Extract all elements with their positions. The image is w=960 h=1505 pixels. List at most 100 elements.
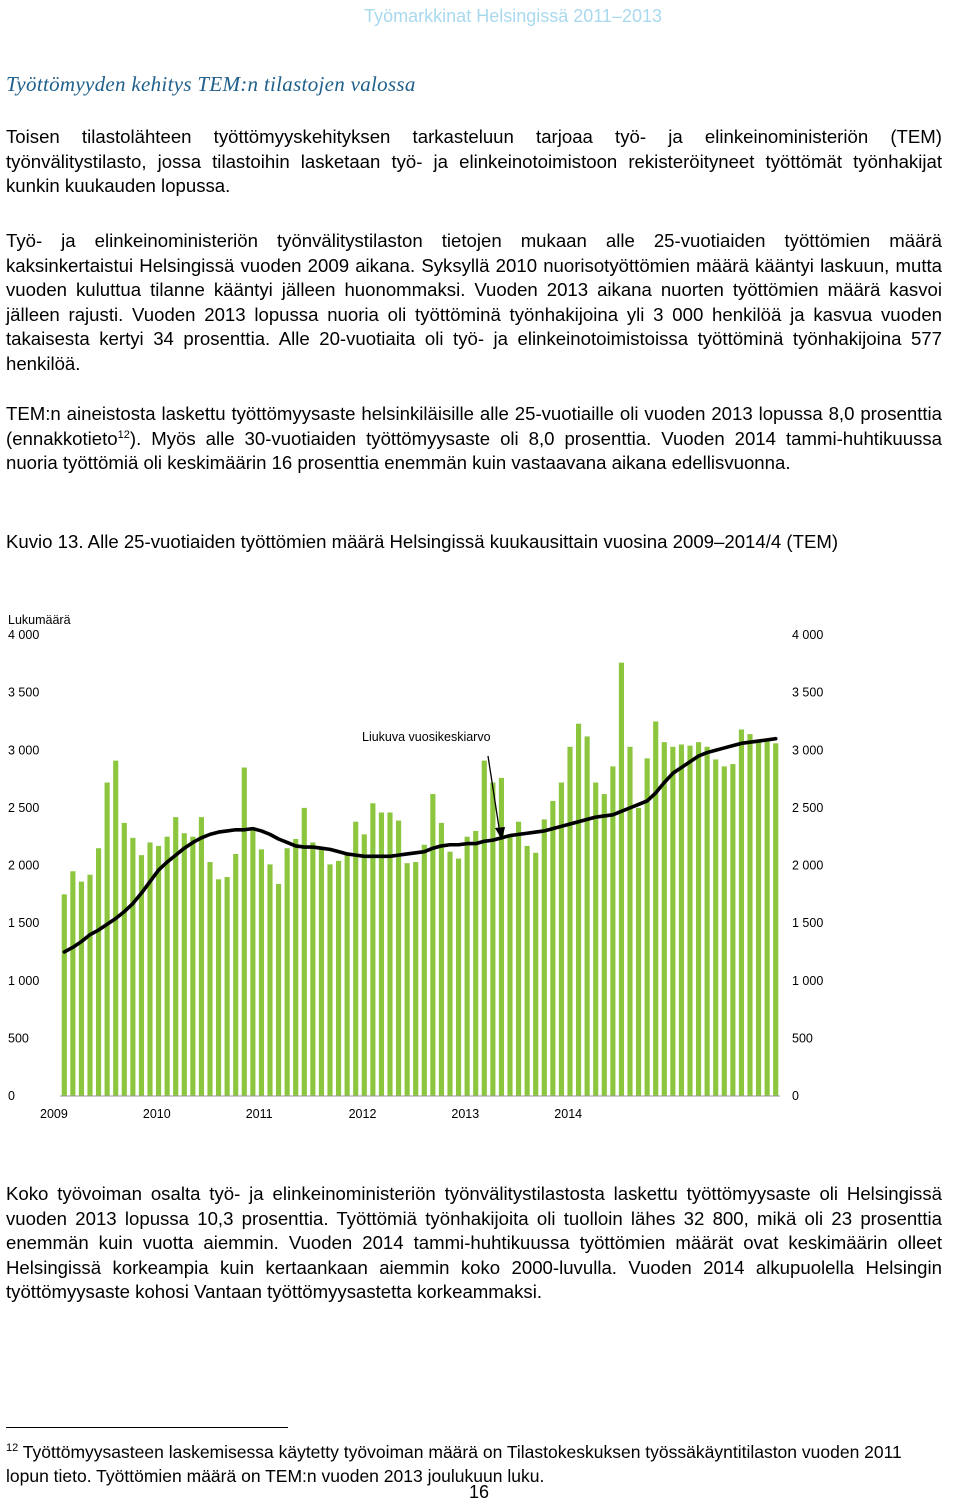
x-axis-labels: 2009 2010 2011 2012 2013 2014 [40,1107,582,1121]
y-tick-label-right: 1 500 [792,916,823,930]
paragraph-4: Koko työvoiman osalta työ- ja elinkeinom… [6,1183,942,1303]
year-label: 2014 [554,1107,582,1121]
running-header: Työmarkkinat Helsingissä 2011–2013 [364,6,662,26]
bar [353,821,359,1096]
bar [567,746,573,1096]
y-tick-label-left: 500 [8,1031,29,1045]
y-tick-label-left: 3 500 [8,686,39,700]
bar [576,723,582,1096]
y-tick-label-left: 1 500 [8,916,39,930]
section-title: Työttömyyden kehitys TEM:n tilastojen va… [6,72,416,96]
paragraph-2: Työ- ja elinkeinoministeriön työnvälitys… [6,230,942,374]
bar [241,767,247,1096]
bar [216,879,222,1096]
paragraph-3-part-2: ). Myös alle 30-vuotiaiden työttömyysast… [6,427,942,474]
moving-average-line [62,736,778,954]
bar [190,836,196,1096]
y-axis-left: 0 500 1 000 1 500 2 000 2 500 3 000 3 500 4 000 [8,628,39,1103]
bar [533,852,539,1096]
y-tick-label-right: 500 [792,1031,813,1045]
moving-average-annotation: Liukuva vuosikeskiarvo [362,730,491,744]
bar [756,741,762,1096]
figure-caption: Kuvio 13. Alle 25-vuotiaiden työttömien … [6,531,839,552]
y-tick-label-left: 1 000 [8,974,39,988]
bar [396,820,402,1096]
paragraph-3-part-1: TEM:n aineistosta laskettu työttömyysast… [6,403,942,449]
bar [147,842,153,1096]
bar [721,766,727,1096]
y-tick-label-left: 2 000 [8,859,39,873]
bar [138,855,144,1096]
footnote-divider [6,1427,288,1428]
bar [344,852,350,1096]
bar [524,845,530,1096]
bar [61,894,67,1096]
bar [678,744,684,1096]
y-axis-right: 0 500 1 000 1 500 2 000 2 500 3 000 3 500 4 000 [792,628,823,1103]
bar [267,864,273,1096]
year-label: 2012 [349,1107,377,1121]
footnote-text: Työttömyysasteen laskemisessa käytetty t… [6,1441,902,1486]
bar [250,828,256,1096]
y-tick-label-left: 0 [8,1089,15,1103]
bar [490,782,496,1096]
bar [541,819,547,1096]
bar [687,745,693,1096]
bar [421,844,427,1096]
bar [764,741,770,1096]
bar [464,836,470,1096]
bar [610,766,616,1096]
year-label: 2010 [143,1107,171,1121]
bar [404,863,410,1096]
bar [156,845,162,1096]
bar [738,729,744,1096]
bar [747,734,753,1096]
bar [481,760,487,1096]
paragraph-3: TEM:n aineistosta laskettu työttömyysast… [6,402,942,476]
y-tick-label-left: 4 000 [8,628,39,642]
bar [96,848,102,1096]
bar [636,807,642,1097]
footnote-ref[interactable]: 12 [117,428,130,441]
bar [558,782,564,1096]
bar [661,742,667,1096]
y-axis-title: Lukumäärä [8,613,71,627]
bar [473,830,479,1096]
y-tick-label-right: 0 [792,1089,799,1103]
bar [550,800,556,1096]
bar [207,862,213,1096]
bar [130,837,136,1096]
annotation-arrow-line [487,755,501,835]
page-number: 16 [469,1482,490,1502]
bar [456,858,462,1096]
bar [284,848,290,1096]
y-tick-label-right: 2 000 [792,859,823,873]
bar [370,803,376,1096]
bar [224,877,230,1096]
year-label: 2011 [246,1107,273,1121]
year-label: 2009 [40,1107,68,1121]
y-tick-label-right: 4 000 [792,628,823,642]
y-tick-label-left: 3 000 [8,743,39,757]
bar [87,874,93,1096]
bar [696,742,702,1096]
footnote-number: 12 [6,1442,19,1454]
bar [601,794,607,1096]
bar [276,883,282,1096]
bar [670,746,676,1096]
bar [327,864,333,1096]
bar [121,822,127,1096]
bar [498,777,504,1096]
bar [164,836,170,1096]
bar [258,849,264,1096]
bar [70,871,76,1096]
bar [104,782,110,1096]
bar [730,764,736,1096]
bar [78,881,84,1096]
bar [644,758,650,1096]
bar [618,662,624,1096]
bar [704,746,710,1096]
bar [413,862,419,1096]
bar [293,838,299,1096]
y-tick-label-left: 2 500 [8,801,39,815]
